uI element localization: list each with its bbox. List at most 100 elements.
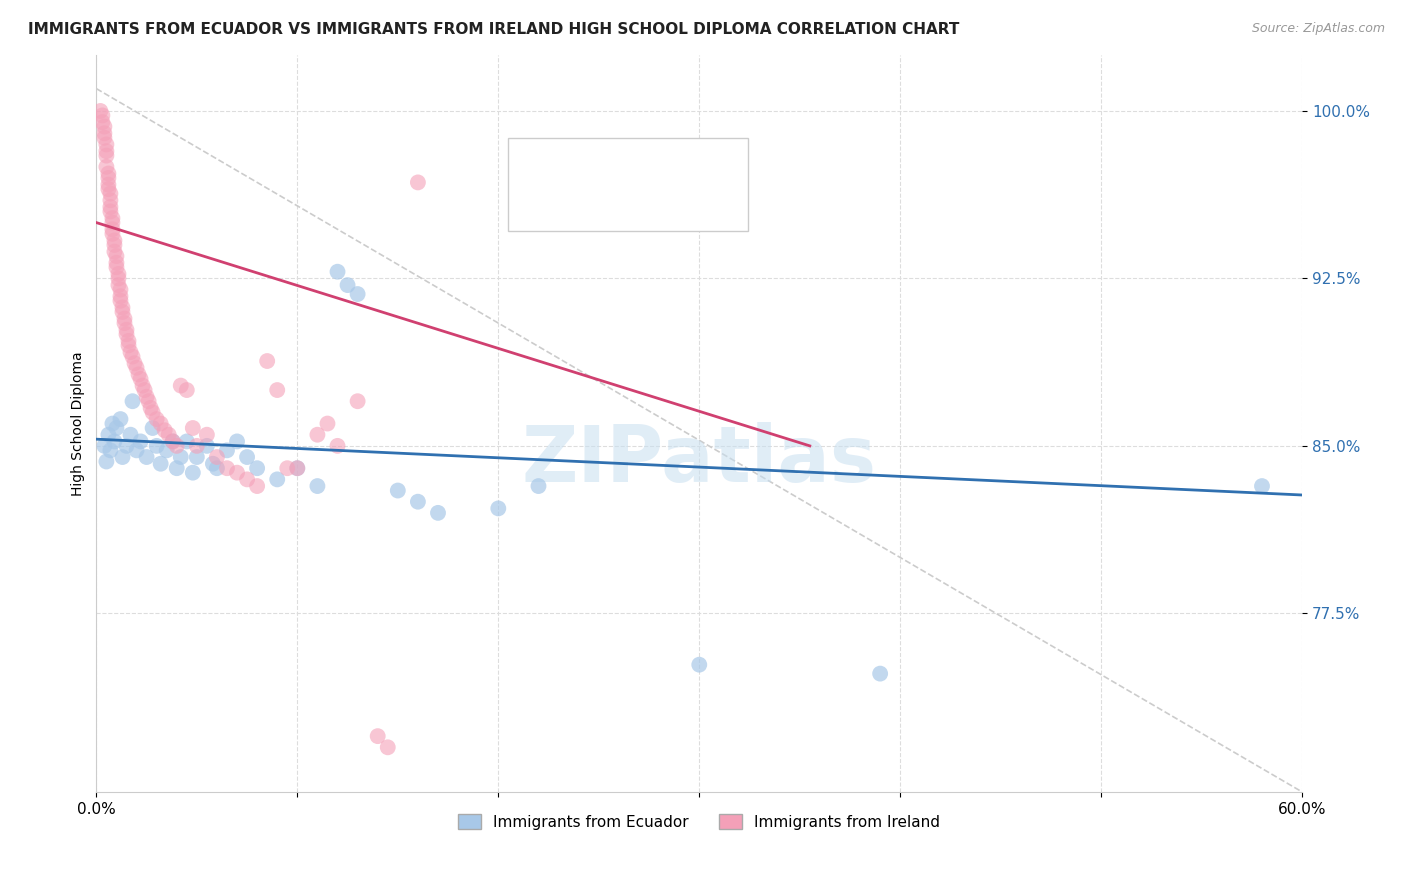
Point [156,443,179,458]
Point [97,170,120,185]
Point [135,450,157,464]
Point [236,450,259,464]
Point [96,144,118,158]
Point [266,472,288,486]
Text: R =: R = [555,157,586,171]
Point [107,267,129,281]
Point [326,265,349,279]
Point [114,316,136,330]
Point [105,256,128,270]
Point [157,427,180,442]
Point [226,434,249,449]
Point [427,506,450,520]
Point [246,461,269,475]
Point [135,390,157,404]
Point [134,383,156,397]
Point [120,345,142,359]
Point [205,450,228,464]
Bar [517,191,547,219]
Point [186,439,208,453]
Text: 81: 81 [688,198,707,211]
Point [406,175,429,189]
Point [121,394,143,409]
Point [97,178,120,192]
Point [103,234,125,248]
Point [117,334,139,348]
Point [124,356,146,370]
Point [110,283,132,297]
Point [91,108,114,122]
Point [115,439,138,453]
Point [111,305,134,319]
Point [111,450,134,464]
Point [486,501,509,516]
Point [101,216,124,230]
Point [162,434,184,449]
Point [166,439,188,453]
Point [176,434,198,449]
Y-axis label: High School Diploma: High School Diploma [72,351,86,496]
Point [96,148,118,162]
Point [105,421,128,435]
Point [129,434,152,449]
Point [103,434,125,449]
Point [129,372,152,386]
Point [105,260,128,275]
Bar [517,150,547,178]
Point [128,368,150,382]
Point [236,472,259,486]
Text: Source: ZipAtlas.com: Source: ZipAtlas.com [1251,22,1385,36]
Point [166,461,188,475]
Point [115,327,138,342]
Point [96,160,118,174]
Point [93,120,115,134]
Point [93,130,115,145]
Point [215,461,238,475]
Point [111,301,134,315]
Point [181,421,204,435]
Text: N =: N = [652,198,683,211]
Point [285,461,308,475]
Point [377,740,399,755]
Point [406,494,429,508]
Point [115,323,138,337]
Point [336,278,359,293]
Point [195,427,218,442]
Point [138,394,160,409]
Point [101,417,124,431]
Point [145,439,167,453]
Point [527,479,550,493]
Point [145,412,167,426]
Text: 46: 46 [688,157,707,171]
Point [181,466,204,480]
Text: -0.288: -0.288 [592,198,643,211]
Legend: Immigrants from Ecuador, Immigrants from Ireland: Immigrants from Ecuador, Immigrants from… [451,807,946,836]
Point [105,249,128,263]
Point [107,271,129,285]
Text: R =: R = [555,198,586,211]
Point [201,457,224,471]
Point [101,211,124,226]
Point [149,417,172,431]
Point [326,439,349,453]
Point [100,200,122,214]
Point [186,450,208,464]
Point [110,412,132,426]
Point [226,466,249,480]
Point [125,443,148,458]
Point [91,115,114,129]
Point [367,729,389,743]
Point [307,479,329,493]
Point [96,454,118,468]
Point [346,394,368,409]
Point [97,166,120,180]
Point [387,483,409,498]
Point [205,461,228,475]
Point [162,434,184,449]
Point [100,443,122,458]
Point [96,137,118,152]
Point [176,383,198,397]
Point [346,287,368,301]
Point [153,423,176,437]
Text: IMMIGRANTS FROM ECUADOR VS IMMIGRANTS FROM IRELAND HIGH SCHOOL DIPLOMA CORRELATI: IMMIGRANTS FROM ECUADOR VS IMMIGRANTS FR… [28,22,959,37]
